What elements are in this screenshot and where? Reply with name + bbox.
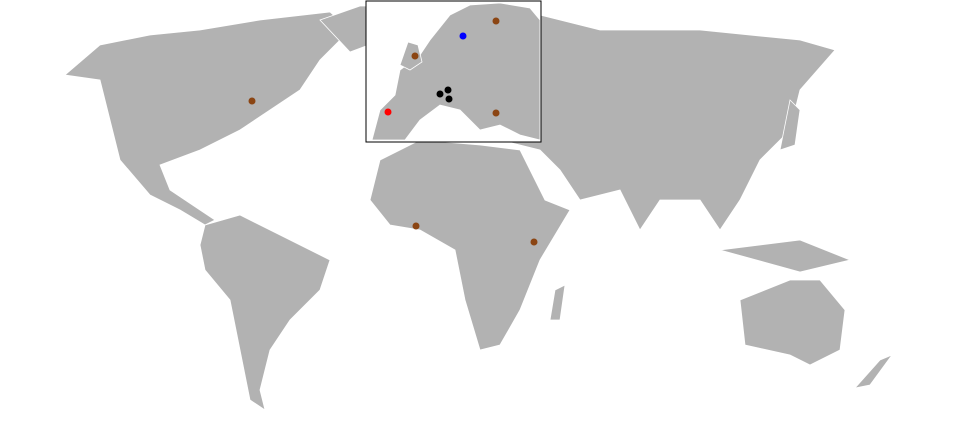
landmasses	[64, 5, 894, 411]
location-marker	[492, 17, 500, 25]
location-marker	[412, 222, 420, 230]
location-marker	[444, 86, 452, 94]
location-marker	[436, 90, 444, 98]
location-marker	[459, 32, 467, 40]
south-america	[199, 214, 331, 411]
location-marker	[384, 108, 392, 116]
new-zealand	[853, 354, 894, 389]
inset-britain	[399, 41, 423, 71]
africa	[369, 139, 571, 351]
inset-europe	[371, 2, 541, 141]
location-marker	[411, 52, 419, 60]
southeast-asia-islands	[719, 239, 852, 273]
location-marker	[530, 238, 538, 246]
europe-inset	[365, 0, 542, 143]
location-marker	[492, 109, 500, 117]
australia	[739, 279, 846, 366]
north-america	[64, 11, 351, 226]
location-marker	[445, 95, 453, 103]
markers	[248, 17, 538, 246]
madagascar	[549, 284, 566, 321]
location-marker	[248, 97, 256, 105]
japan	[779, 99, 801, 151]
